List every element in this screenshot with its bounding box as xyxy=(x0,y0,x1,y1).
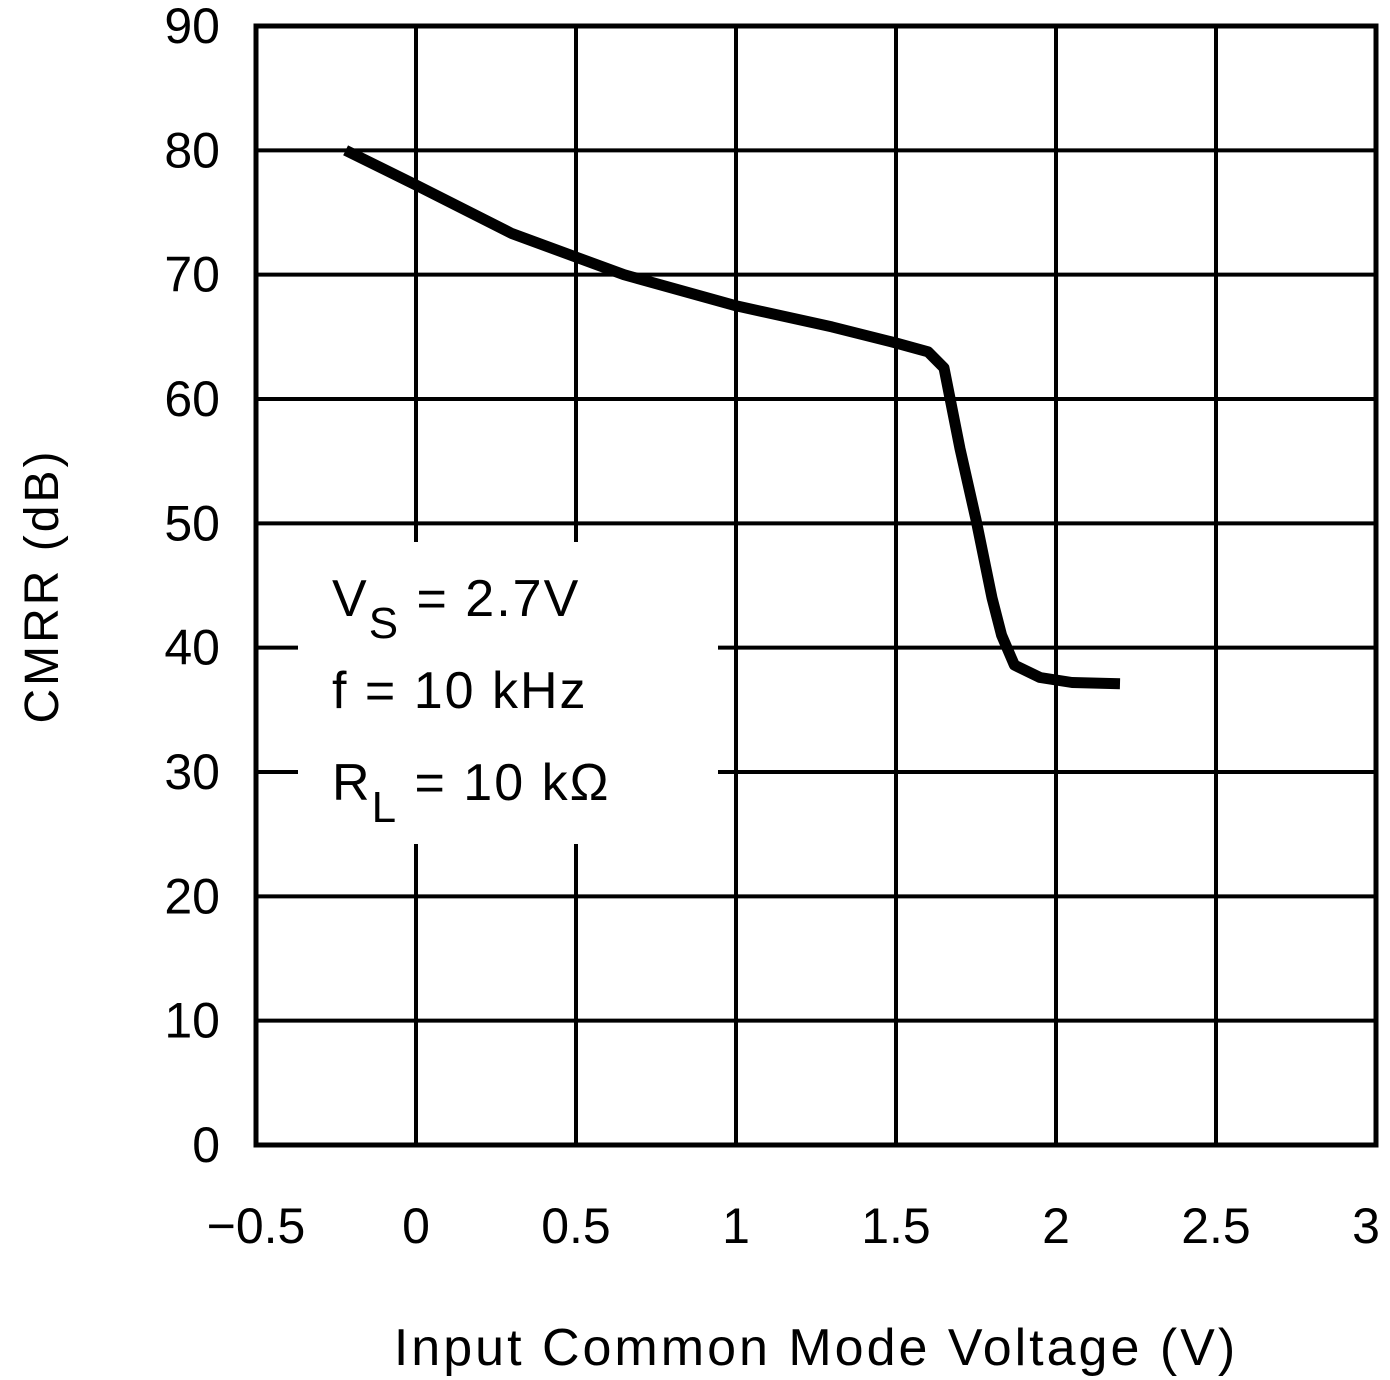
y-axis-label: CMRR (dB) xyxy=(16,449,69,724)
series xyxy=(343,145,1121,690)
y-tick-label: 70 xyxy=(164,247,220,303)
y-tick-label: 0 xyxy=(192,1117,220,1173)
y-tick-label: 50 xyxy=(164,495,220,551)
annotation-line: f = 10 kHz xyxy=(332,662,588,720)
y-tick-label: 80 xyxy=(164,122,220,178)
annotation-text: VS = 2.7V f = 10 kHz RL = 10 kΩ xyxy=(332,570,610,832)
x-tick-label: 1 xyxy=(722,1198,750,1254)
x-tick-label: 1.5 xyxy=(861,1198,931,1254)
annotation-line: VS = 2.7V xyxy=(332,570,580,648)
cmrr-curve xyxy=(343,145,1121,690)
y-tick-label: 60 xyxy=(164,371,220,427)
y-tick-label: 10 xyxy=(164,993,220,1049)
annotation-line: RL = 10 kΩ xyxy=(332,754,610,832)
x-tick-labels: −0.5 0 0.5 1 1.5 2 2.5 3 xyxy=(207,1198,1380,1254)
plot-frame xyxy=(253,23,1379,1148)
x-tick-label: 0 xyxy=(402,1198,430,1254)
x-tick-label: −0.5 xyxy=(207,1198,306,1254)
x-tick-label: 3 xyxy=(1352,1198,1380,1254)
x-tick-label: 0.5 xyxy=(541,1198,611,1254)
y-tick-label: 40 xyxy=(164,620,220,676)
x-tick-label: 2.5 xyxy=(1181,1198,1251,1254)
y-tick-labels: 0 10 20 30 40 50 60 70 80 90 xyxy=(164,0,220,1173)
y-tick-label: 90 xyxy=(164,0,220,54)
annotation-box xyxy=(298,542,718,844)
x-axis-label: Input Common Mode Voltage (V) xyxy=(394,1319,1238,1377)
y-tick-label: 20 xyxy=(164,868,220,924)
y-tick-label: 30 xyxy=(164,744,220,800)
x-tick-label: 2 xyxy=(1042,1198,1070,1254)
